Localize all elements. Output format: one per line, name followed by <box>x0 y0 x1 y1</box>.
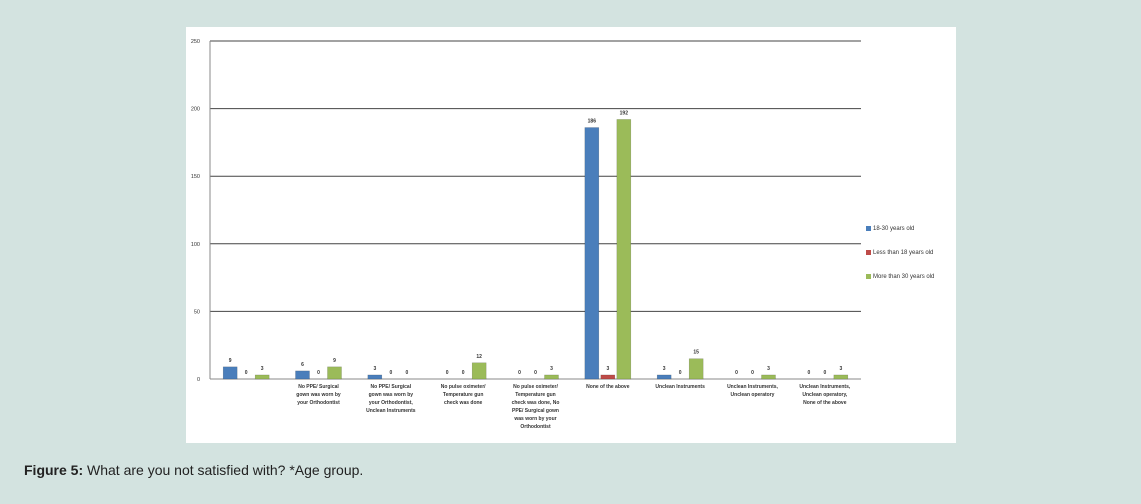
data-label: 0 <box>245 370 248 376</box>
data-label: 15 <box>693 350 699 356</box>
y-tick-label: 50 <box>194 309 200 315</box>
bar <box>600 374 616 380</box>
y-tick-label: 250 <box>191 39 200 45</box>
x-tick-label: No PPE/ Surgical <box>298 384 339 390</box>
x-tick-label: Orthodontist <box>520 424 551 430</box>
bar <box>656 374 672 380</box>
x-tick-label: Temperature gun <box>443 392 483 398</box>
x-tick-label: None of the above <box>803 400 847 406</box>
x-tick-label: None of the above <box>586 384 630 390</box>
bar <box>833 374 849 380</box>
chart-panel: 0 50 100 150 200 250 9 0 3 6 0 9 No PPE/ Surgical gow… <box>186 27 956 443</box>
bar <box>688 358 704 380</box>
x-tick-label: check was done <box>444 400 483 406</box>
data-label: 3 <box>261 366 264 372</box>
legend-swatch-series-3 <box>866 274 871 279</box>
data-label: 3 <box>663 366 666 372</box>
bar <box>295 370 310 380</box>
figure-caption-text: What are you not satisfied with? *Age gr… <box>83 462 364 478</box>
data-label: 0 <box>735 370 738 376</box>
legend-item-series-2: Less than 18 years old <box>866 247 934 258</box>
data-label: 3 <box>606 366 609 372</box>
legend-label-series-1: 18-30 years old <box>873 225 915 232</box>
bar <box>761 374 776 380</box>
x-tick-label: was worn by your <box>513 416 556 422</box>
data-label: 186 <box>588 119 597 125</box>
bar <box>367 374 383 380</box>
x-tick-label: Unclean operatory, <box>802 392 848 398</box>
data-label: 0 <box>518 370 521 376</box>
data-label: 3 <box>839 366 842 372</box>
data-label: 0 <box>807 370 810 376</box>
x-tick-label: No PPE/ Surgical <box>371 384 412 390</box>
legend-item-series-3: More than 30 years old <box>866 271 934 282</box>
chart-legend: 18-30 years old Less than 18 years old M… <box>866 223 934 295</box>
data-label: 6 <box>301 362 304 368</box>
data-label: 0 <box>823 370 826 376</box>
bar <box>327 366 342 380</box>
x-tick-label: Unclean Instruments, <box>727 384 778 390</box>
legend-label-series-2: Less than 18 years old <box>873 249 934 256</box>
x-tick-label: gown was worn by <box>369 392 414 398</box>
data-label: 0 <box>317 370 320 376</box>
x-tick-label: Unclean Instruments, <box>799 384 850 390</box>
bar <box>616 119 632 380</box>
data-label: 9 <box>229 358 232 364</box>
y-tick-label: 100 <box>191 242 200 248</box>
data-label: 0 <box>462 370 465 376</box>
data-label: 0 <box>405 370 408 376</box>
x-tick-label: Unclean operatory <box>731 392 775 398</box>
y-tick-label: 200 <box>191 107 200 113</box>
data-label: 3 <box>373 366 376 372</box>
data-label: 0 <box>389 370 392 376</box>
y-tick-label: 150 <box>191 174 200 180</box>
data-label: 192 <box>620 110 629 116</box>
legend-label-series-3: More than 30 years old <box>873 273 935 280</box>
figure-caption: Figure 5: What are you not satisfied wit… <box>24 462 363 478</box>
legend-swatch-series-1 <box>866 226 871 231</box>
x-tick-label: your Orthodontist, <box>369 400 413 406</box>
x-tick-label: No pulse oximeter/ <box>441 384 486 390</box>
y-tick-label: 0 <box>197 377 200 383</box>
data-label: 3 <box>767 366 770 372</box>
bar <box>471 362 487 380</box>
x-tick-label: No pulse oximeter/ <box>513 384 558 390</box>
bar <box>222 366 238 380</box>
x-tick-label: check was done, No <box>512 400 560 406</box>
data-label: 0 <box>751 370 754 376</box>
x-tick-label: Unclean Instruments <box>366 408 416 414</box>
data-label: 0 <box>679 370 682 376</box>
bar <box>584 127 600 380</box>
x-tick-label: gown was worn by <box>296 392 341 398</box>
bar <box>254 374 270 380</box>
data-label: 0 <box>446 370 449 376</box>
figure-caption-label: Figure 5: <box>24 462 84 478</box>
x-tick-label: Temperature gun <box>515 392 555 398</box>
data-label: 0 <box>534 370 537 376</box>
legend-swatch-series-2 <box>866 250 871 255</box>
x-tick-label: your Orthodontist <box>297 400 340 406</box>
legend-item-series-1: 18-30 years old <box>866 223 934 234</box>
x-tick-label: PPE/ Surgical gown <box>512 408 559 414</box>
x-tick-label: Unclean Instruments <box>655 384 705 390</box>
data-label: 12 <box>476 354 482 360</box>
bar <box>544 374 559 380</box>
data-label: 3 <box>550 366 553 372</box>
data-label: 9 <box>333 358 336 364</box>
